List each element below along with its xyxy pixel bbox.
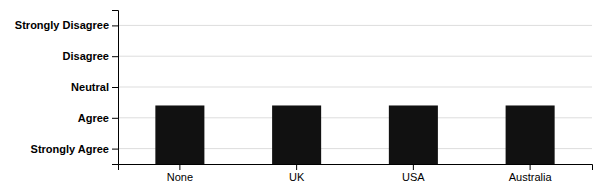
y-tick-mark — [112, 87, 118, 88]
y-tick-label: Strongly Disagree — [15, 19, 109, 31]
x-tick-label: Australia — [509, 171, 553, 183]
bar — [272, 105, 321, 164]
bar — [155, 105, 204, 164]
x-tick: USA — [402, 164, 425, 183]
bar — [389, 105, 438, 164]
x-tick: Australia — [509, 164, 553, 183]
y-tick-mark — [112, 56, 118, 57]
grid-line — [118, 56, 592, 57]
y-tick-mark — [112, 25, 118, 26]
x-tick-mark — [179, 164, 180, 170]
y-tick: Agree — [78, 112, 118, 124]
x-tick-label: None — [167, 171, 193, 183]
y-tick-label: Agree — [78, 112, 109, 124]
y-tick: Neutral — [71, 81, 118, 93]
x-tick-mark — [296, 164, 297, 170]
y-tick-label: Disagree — [63, 50, 109, 62]
y-tick: Strongly Disagree — [15, 19, 118, 31]
y-tick-label: Neutral — [71, 81, 109, 93]
x-tick-label: UK — [289, 171, 305, 183]
y-axis: Strongly Disagree Disagree Neutral Agree Str… — [15, 11, 119, 165]
x-tick: None — [167, 164, 193, 183]
chart: Strongly Disagree Disagree Neutral Agree Str… — [0, 0, 606, 190]
y-tick: Disagree — [63, 50, 118, 62]
y-tick-mark — [112, 118, 118, 119]
grid-line — [118, 25, 592, 26]
x-tick-label: USA — [402, 171, 425, 183]
y-tick-label: Strongly Agree — [31, 143, 109, 155]
plot: Strongly Disagree Disagree Neutral Agree Str… — [15, 11, 593, 183]
x-axis-line — [119, 165, 593, 171]
y-tick: Strongly Agree — [31, 143, 118, 155]
grid-line — [118, 87, 592, 88]
bar — [506, 105, 555, 164]
x-tick-mark — [413, 164, 414, 170]
x-axis: None UK USA Australia — [119, 164, 593, 183]
x-tick-mark — [530, 164, 531, 170]
bars — [155, 105, 554, 164]
y-axis-line — [112, 11, 119, 165]
x-tick: UK — [289, 164, 305, 183]
y-tick-mark — [112, 149, 118, 150]
